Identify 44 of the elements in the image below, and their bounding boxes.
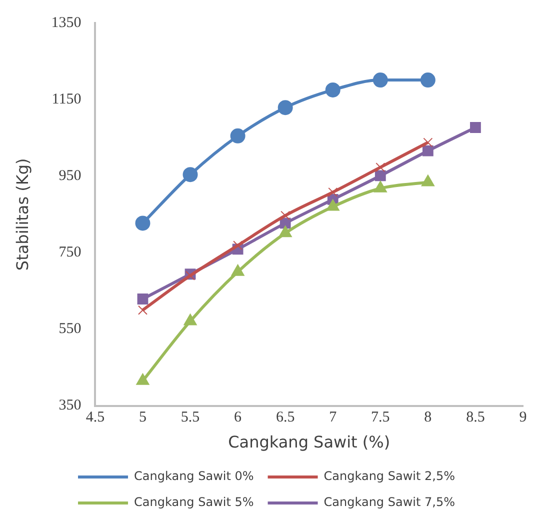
- point: [420, 72, 436, 88]
- point: [326, 199, 340, 211]
- point: [423, 138, 433, 148]
- x-axis-title: Cangkang Sawit (%): [228, 432, 390, 452]
- point: [182, 167, 198, 182]
- point: [137, 294, 148, 304]
- point: [278, 226, 292, 238]
- point: [278, 100, 293, 116]
- point: [376, 162, 386, 172]
- point: [372, 72, 388, 88]
- x-tick-label: 7: [329, 410, 338, 426]
- x-tick-label: 6: [234, 410, 242, 426]
- x-tick-label: 9: [519, 410, 527, 426]
- x-tick-label: 5: [138, 410, 146, 426]
- y-tick-label: 350: [58, 398, 82, 414]
- y-tick-label: 1350: [51, 14, 82, 31]
- point: [184, 314, 197, 326]
- x-tick-label: 8: [424, 410, 432, 426]
- point: [280, 210, 290, 220]
- x-tick-label: 6.5: [276, 410, 295, 426]
- point: [135, 216, 150, 231]
- point: [422, 145, 434, 156]
- y-tick-label: 750: [58, 244, 82, 261]
- y-tick-label: 1150: [52, 91, 82, 108]
- legend-label: Cangkang Sawit 2,5%: [324, 469, 455, 484]
- legend-label: Cangkang Sawit 5%: [134, 495, 254, 510]
- y-tick-label: 550: [58, 321, 82, 338]
- x-tick-label: 5.5: [180, 410, 200, 426]
- point: [470, 122, 481, 133]
- legend-label: Cangkang Sawit 0%: [134, 469, 254, 484]
- point: [233, 240, 243, 250]
- x-tick-label: 4.5: [86, 410, 105, 426]
- y-axis-title: Stabilitas (Kg): [12, 158, 32, 271]
- point: [325, 82, 340, 98]
- point: [374, 170, 386, 182]
- y-tick-label: 950: [58, 168, 82, 184]
- point: [231, 264, 244, 276]
- point: [230, 128, 246, 144]
- point: [136, 373, 150, 385]
- point: [138, 305, 148, 315]
- legend-label: Cangkang Sawit 7,5%: [324, 495, 455, 510]
- x-tick-label: 7.5: [371, 410, 390, 426]
- point: [328, 187, 338, 197]
- x-tick-label: 8.5: [466, 410, 485, 426]
